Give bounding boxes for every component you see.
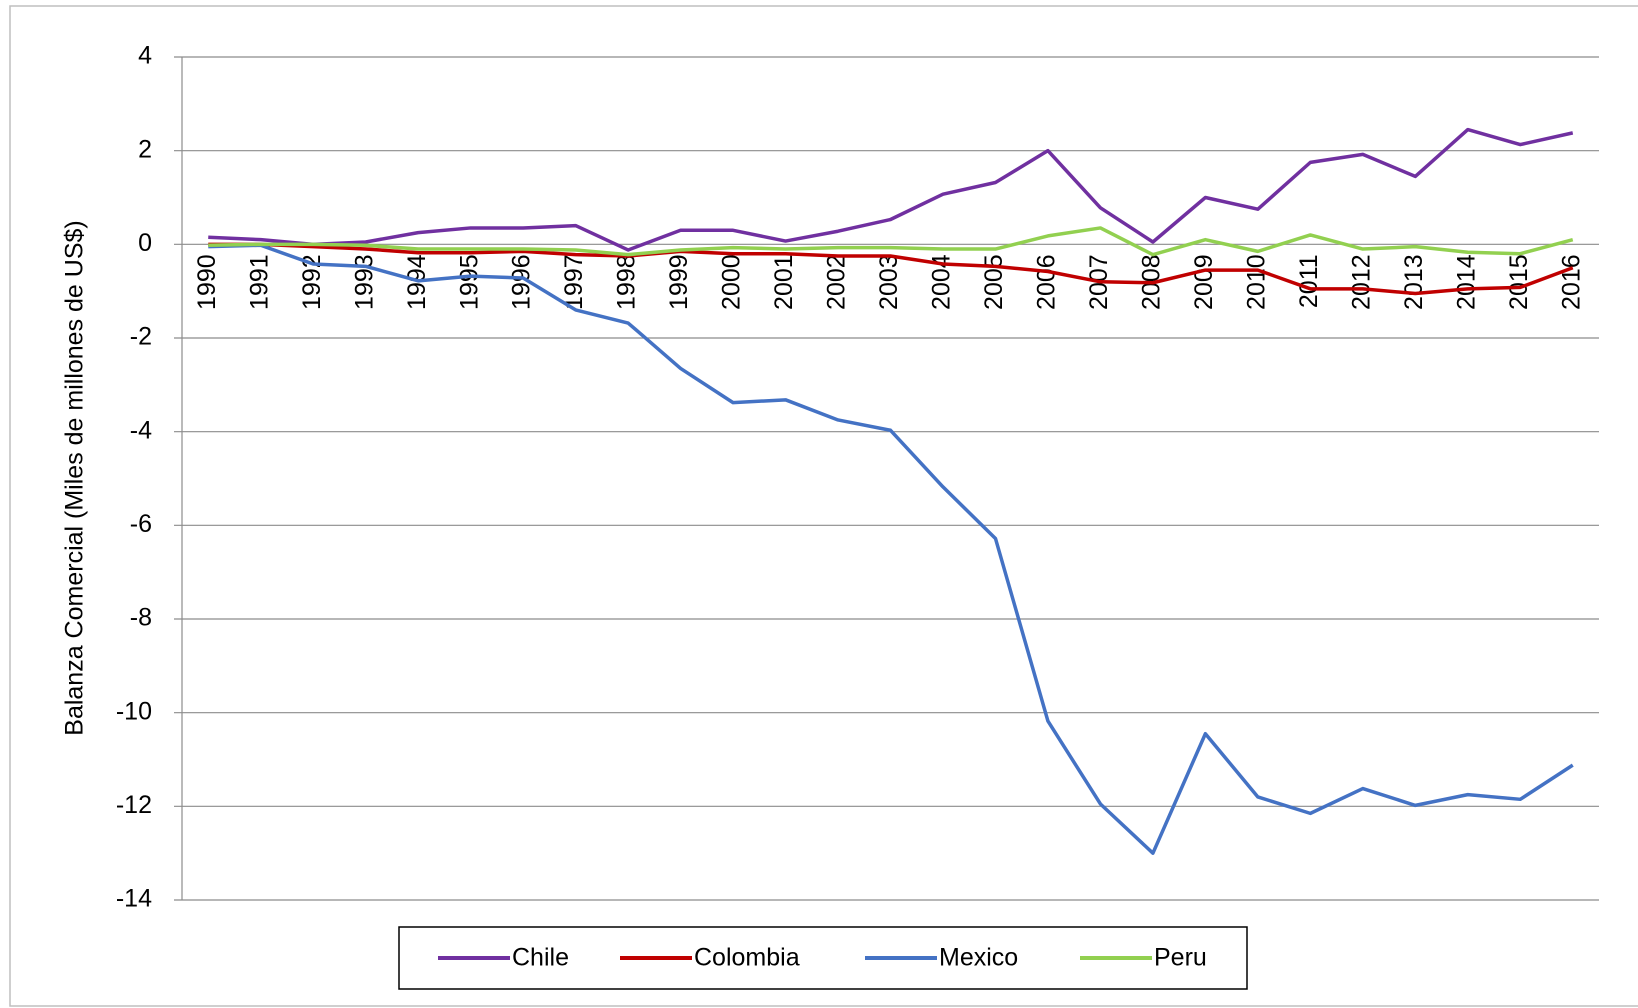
x-tick-label: 2012 (1347, 254, 1375, 310)
y-tick-label: 2 (138, 135, 152, 163)
x-tick-label: 1990 (193, 254, 221, 310)
y-tick-label: -4 (130, 416, 152, 444)
y-tick-label: -8 (130, 604, 152, 632)
x-tick-label: 2015 (1505, 254, 1533, 310)
x-tick-label: 1995 (455, 254, 483, 310)
x-tick-label: 2016 (1557, 254, 1585, 310)
legend-label: Colombia (694, 944, 800, 972)
x-tick-label: 1997 (560, 254, 588, 310)
x-tick-label: 1993 (350, 254, 378, 310)
y-axis-title: Balanza Comercial (Miles de millones de … (61, 220, 89, 735)
y-tick-label: -2 (130, 323, 152, 351)
y-tick-label: -14 (116, 885, 152, 913)
x-tick-label: 2009 (1190, 254, 1218, 310)
x-tick-label: 1998 (613, 254, 641, 310)
x-tick-label: 2005 (980, 254, 1008, 310)
legend-label: Mexico (939, 944, 1018, 972)
legend-label: Peru (1154, 944, 1207, 972)
chart-frame (9, 5, 1638, 1007)
x-tick-label: 1991 (245, 254, 273, 310)
series-line (208, 243, 1574, 855)
x-tick-label: 2003 (875, 254, 903, 310)
x-tick-label: 2010 (1242, 254, 1270, 310)
series-line (208, 242, 1574, 296)
y-tick-label: 0 (138, 229, 152, 257)
series-line (208, 226, 1574, 257)
x-tick-label: 2011 (1295, 254, 1323, 308)
y-tick-label: 4 (138, 42, 152, 70)
legend-label: Chile (512, 944, 569, 972)
series-line (208, 127, 1574, 252)
x-tick-label: 2001 (770, 254, 798, 310)
y-tick-label: -12 (116, 791, 152, 819)
x-tick-label: 2013 (1400, 254, 1428, 310)
x-tick-label: 2002 (823, 254, 851, 310)
x-tick-label: 2000 (718, 254, 746, 310)
x-tick-label: 2006 (1033, 254, 1061, 310)
x-tick-label: 2014 (1452, 254, 1480, 310)
y-tick-label: -6 (130, 510, 152, 538)
y-tick-label: -10 (116, 697, 152, 725)
x-tick-label: 1999 (665, 254, 693, 310)
